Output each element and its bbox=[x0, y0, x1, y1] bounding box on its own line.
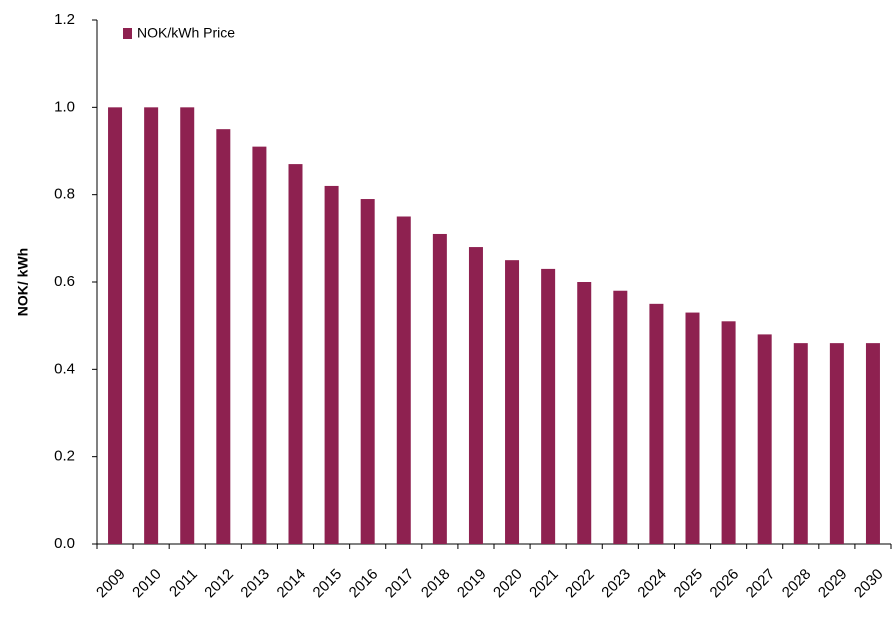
bar bbox=[505, 260, 520, 544]
bar bbox=[685, 312, 700, 544]
x-tick-label: 2017 bbox=[382, 566, 418, 602]
x-tick-label: 2019 bbox=[454, 566, 490, 602]
x-tick-label: 2029 bbox=[815, 566, 851, 602]
x-tick-label: 2009 bbox=[93, 566, 129, 602]
bar bbox=[829, 343, 844, 544]
x-tick-label: 2026 bbox=[707, 566, 743, 602]
x-tick-label: 2023 bbox=[598, 566, 634, 602]
legend-swatch bbox=[123, 28, 132, 39]
bar bbox=[180, 107, 195, 544]
x-tick-label: 2027 bbox=[743, 566, 779, 602]
y-tick-label: 0.4 bbox=[54, 360, 75, 377]
bar bbox=[757, 334, 772, 544]
x-tick-label: 2013 bbox=[237, 566, 273, 602]
bar bbox=[360, 199, 375, 545]
y-tick-label: 0.6 bbox=[54, 273, 75, 290]
x-tick-label: 2030 bbox=[851, 566, 887, 602]
x-tick-label: 2021 bbox=[526, 566, 562, 602]
bar bbox=[649, 303, 664, 544]
x-tick-label: 2011 bbox=[166, 566, 201, 601]
x-tick-label: 2024 bbox=[634, 566, 670, 602]
y-tick-label: 1.0 bbox=[54, 98, 75, 115]
x-tick-label: 2028 bbox=[779, 566, 815, 602]
bar bbox=[144, 107, 159, 544]
x-tick-label: 2022 bbox=[562, 566, 598, 602]
bar bbox=[252, 146, 267, 544]
bar bbox=[108, 107, 123, 544]
bar bbox=[793, 343, 808, 544]
bar bbox=[577, 282, 592, 544]
bar bbox=[288, 164, 303, 544]
x-tick-label: 2018 bbox=[418, 566, 454, 602]
y-tick-label: 1.2 bbox=[54, 11, 75, 28]
bar bbox=[216, 129, 231, 544]
x-tick-label: 2015 bbox=[310, 566, 346, 602]
bar bbox=[613, 290, 628, 544]
y-tick-label: 0.8 bbox=[54, 186, 75, 203]
y-tick-label: 0.0 bbox=[54, 535, 75, 552]
bar bbox=[468, 247, 483, 545]
bar bbox=[541, 268, 556, 544]
bar bbox=[432, 233, 447, 544]
x-tick-label: 2025 bbox=[671, 566, 707, 602]
bar bbox=[865, 343, 880, 544]
bar bbox=[324, 185, 339, 544]
bar bbox=[721, 321, 736, 544]
y-axis-label: NOK/ kWh bbox=[15, 248, 31, 316]
legend-label: NOK/kWh Price bbox=[137, 25, 235, 41]
x-tick-label: 2020 bbox=[490, 566, 526, 602]
x-tick-label: 2014 bbox=[274, 566, 310, 602]
x-tick-label: 2016 bbox=[346, 566, 382, 602]
bar bbox=[396, 216, 411, 544]
x-tick-label: 2012 bbox=[201, 566, 237, 602]
y-tick-label: 0.2 bbox=[54, 448, 75, 465]
x-tick-label: 2010 bbox=[129, 566, 165, 602]
